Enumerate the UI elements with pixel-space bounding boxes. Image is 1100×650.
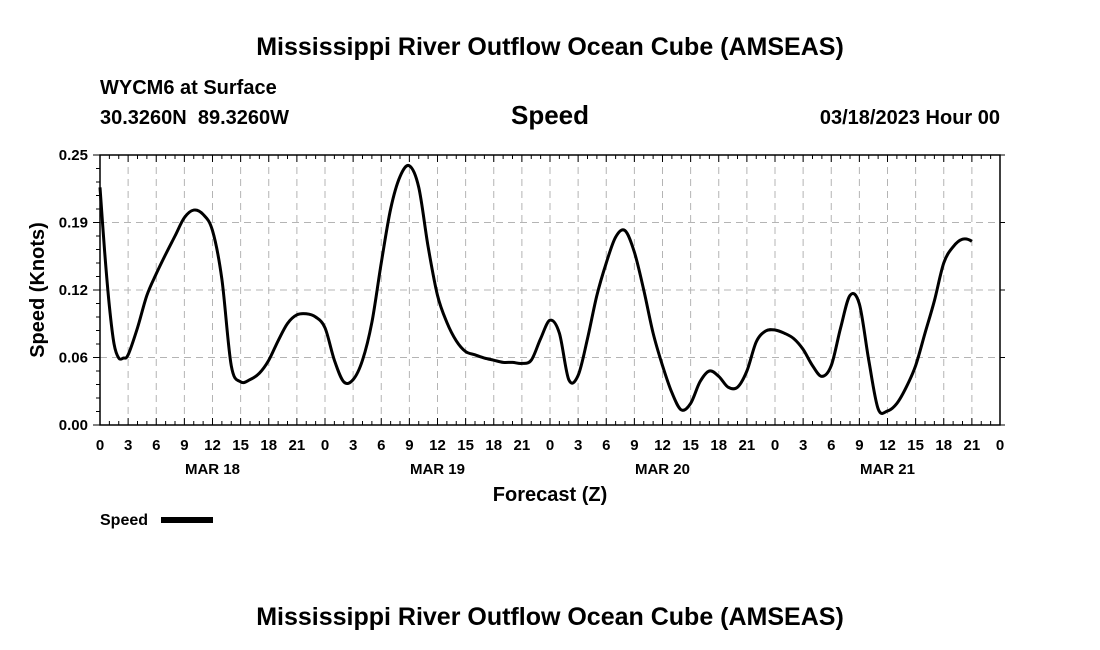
x-tick-label: 18 [260, 437, 277, 454]
x-tick-labels: 0 3 6 9 12 15 18 21 0 3 6 9 12 15 18 21 0 3 6 9 12 15 18 21 0 3 6 9… [96, 437, 1004, 454]
x-tick-label: 9 [855, 437, 863, 454]
y-tick-label: 0.25 [59, 147, 88, 164]
x-tick-label: 9 [180, 437, 188, 454]
grid-lines [100, 155, 1000, 425]
day-labels: MAR 18 MAR 19 MAR 20 MAR 21 [185, 461, 915, 478]
chart-title: Speed [511, 100, 589, 130]
x-tick-label: 12 [204, 437, 221, 454]
x-tick-label: 21 [289, 437, 306, 454]
y-axis-label: Speed (Knots) [27, 222, 49, 358]
day-label: MAR 20 [635, 461, 690, 478]
x-axis-label: Forecast (Z) [493, 484, 607, 506]
y-tick-label: 0.12 [59, 282, 88, 299]
x-tick-label: 3 [799, 437, 807, 454]
y-tick-label: 0.00 [59, 417, 88, 434]
datetime-label: 03/18/2023 Hour 00 [820, 107, 1000, 129]
y-tick-label: 0.19 [59, 215, 88, 232]
day-label: MAR 21 [860, 461, 915, 478]
x-tick-label: 6 [827, 437, 835, 454]
x-tick-label: 18 [485, 437, 502, 454]
x-tick-label: 9 [405, 437, 413, 454]
x-tick-label: 3 [349, 437, 357, 454]
page-title: Mississippi River Outflow Ocean Cube (AM… [256, 33, 844, 61]
day-label: MAR 18 [185, 461, 240, 478]
x-tick-label: 6 [602, 437, 610, 454]
x-tick-label: 12 [429, 437, 446, 454]
x-tick-label: 18 [935, 437, 952, 454]
plot-frame [99, 154, 1001, 426]
x-tick-label: 0 [96, 437, 104, 454]
x-tick-label: 0 [771, 437, 779, 454]
x-tick-label: 15 [457, 437, 474, 454]
x-tick-label: 3 [574, 437, 582, 454]
x-tick-label: 12 [879, 437, 896, 454]
day-label: MAR 19 [410, 461, 465, 478]
x-tick-label: 0 [321, 437, 329, 454]
x-tick-label: 21 [739, 437, 756, 454]
legend-label: Speed [100, 512, 148, 529]
x-tick-label: 18 [710, 437, 727, 454]
x-tick-label: 15 [232, 437, 249, 454]
x-tick-label: 0 [996, 437, 1004, 454]
series-group [98, 163, 973, 415]
station-label: WYCM6 at Surface [100, 77, 277, 99]
x-tick-label: 21 [964, 437, 981, 454]
speed-series-line [98, 163, 973, 415]
y-tick-label: 0.06 [59, 350, 88, 367]
x-tick-label: 21 [514, 437, 531, 454]
x-tick-label: 6 [152, 437, 160, 454]
x-tick-label: 6 [377, 437, 385, 454]
legend-swatch [161, 517, 213, 523]
x-tick-label: 3 [124, 437, 132, 454]
x-tick-label: 12 [654, 437, 671, 454]
x-tick-label: 15 [907, 437, 924, 454]
x-tick-label: 15 [682, 437, 699, 454]
x-tick-label: 0 [546, 437, 554, 454]
y-tick-labels: 0.00 0.06 0.12 0.19 0.25 [59, 147, 88, 434]
x-tick-label: 9 [630, 437, 638, 454]
location-label: 30.3260N 89.3260W [100, 107, 289, 129]
footer-title: Mississippi River Outflow Ocean Cube (AM… [256, 603, 844, 631]
